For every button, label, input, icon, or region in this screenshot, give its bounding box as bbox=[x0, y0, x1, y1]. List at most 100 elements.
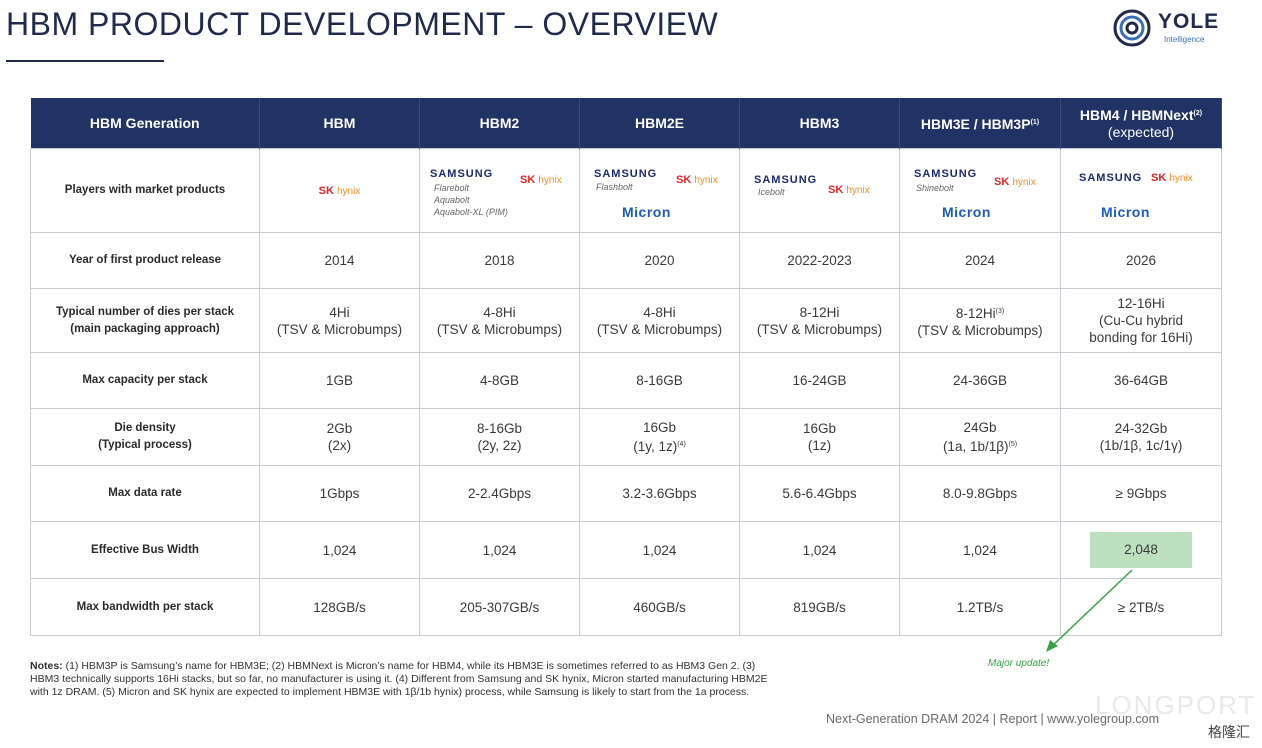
footnotes: Notes: (1) HBM3P is Samsung’s name for H… bbox=[30, 660, 780, 699]
row-label: Max capacity per stack bbox=[30, 352, 260, 409]
column-header: HBM2E bbox=[579, 98, 740, 149]
players-hbm3: SAMSUNG SK hynix Icebolt bbox=[739, 148, 900, 233]
footer-text: Next-Generation DRAM 2024 | Report | www… bbox=[826, 712, 1160, 726]
table-cell: 8-16GB bbox=[579, 352, 740, 409]
table-cell: 36-64GB bbox=[1060, 352, 1222, 409]
table-row: Typical number of dies per stack (main pa… bbox=[30, 288, 1222, 353]
table-row: Players with market products SK hynix SA… bbox=[30, 148, 1222, 233]
hbm-overview-table: HBM Generation HBM HBM2 HBM2E HBM3 HBM3E… bbox=[30, 98, 1222, 636]
yole-logo-mark-icon bbox=[1113, 9, 1151, 47]
samsung-logo: SAMSUNG bbox=[430, 167, 494, 180]
table-header-row: HBM Generation HBM HBM2 HBM2E HBM3 HBM3E… bbox=[30, 98, 1222, 149]
column-header: HBM Generation bbox=[30, 98, 260, 149]
highlighted-value: 2,048 bbox=[1090, 532, 1192, 568]
column-header: HBM bbox=[259, 98, 420, 149]
samsung-logo: SAMSUNG bbox=[914, 167, 978, 180]
table-cell: 819GB/s bbox=[739, 578, 900, 636]
notes-text: (1) HBM3P is Samsung’s name for HBM3E; (… bbox=[30, 660, 768, 698]
table-row: Max data rate 1Gbps 2-2.4Gbps 3.2-3.6Gbp… bbox=[30, 465, 1222, 522]
watermark-corner: 格隆汇 bbox=[1208, 724, 1250, 740]
yole-logo: YOLE Intelligence bbox=[1112, 8, 1232, 50]
row-label: Max bandwidth per stack bbox=[30, 578, 260, 636]
table-cell: 2022-2023 bbox=[739, 232, 900, 289]
row-label: Die density (Typical process) bbox=[30, 408, 260, 466]
players-hbm4: SAMSUNG SK hynix Micron bbox=[1060, 148, 1222, 233]
table-cell: 2020 bbox=[579, 232, 740, 289]
table-row: Max bandwidth per stack 128GB/s 205-307G… bbox=[30, 578, 1222, 636]
players-hbm2: SAMSUNG SK hynix Flarebolt Aquabolt Aqua… bbox=[419, 148, 580, 233]
table-cell: 8-12Hi (TSV & Microbumps) bbox=[739, 288, 900, 353]
table-cell: 2Gb (2x) bbox=[259, 408, 420, 466]
sk-hynix-logo: SK hynix bbox=[1151, 171, 1193, 184]
sk-hynix-logo: SK hynix bbox=[676, 173, 718, 186]
table-cell: 24-36GB bbox=[899, 352, 1061, 409]
product-name: Shinebolt bbox=[916, 182, 954, 193]
table-cell: 16-24GB bbox=[739, 352, 900, 409]
sk-hynix-logo: SK hynix bbox=[520, 173, 562, 186]
row-label: Typical number of dies per stack (main pa… bbox=[30, 288, 260, 353]
page-title: HBM PRODUCT DEVELOPMENT – OVERVIEW bbox=[6, 6, 719, 42]
table-row: Effective Bus Width 1,024 1,024 1,024 1,… bbox=[30, 521, 1222, 579]
product-name: Icebolt bbox=[758, 186, 785, 197]
row-label: Year of first product release bbox=[30, 232, 260, 289]
update-arrow-icon bbox=[1046, 569, 1133, 652]
players-hbm3e: SAMSUNG SK hynix Shinebolt Micron bbox=[899, 148, 1061, 233]
table-cell: 24Gb (1a, 1b/1β)(5) bbox=[899, 408, 1061, 466]
table-cell: 8.0-9.8Gbps bbox=[899, 465, 1061, 522]
table-cell: 16Gb (1z) bbox=[739, 408, 900, 466]
samsung-logo: SAMSUNG bbox=[754, 173, 818, 186]
table-cell: 16Gb (1y, 1z)(4) bbox=[579, 408, 740, 466]
column-header: HBM2 bbox=[419, 98, 580, 149]
product-name: Flashbolt bbox=[596, 181, 633, 192]
table-cell: 1Gbps bbox=[259, 465, 420, 522]
product-name: Aquabolt-XL (PIM) bbox=[434, 206, 508, 217]
micron-logo: Micron bbox=[942, 203, 991, 220]
micron-logo: Micron bbox=[622, 203, 671, 220]
table-cell: 24-32Gb (1b/1β, 1c/1γ) bbox=[1060, 408, 1222, 466]
table-cell: 2014 bbox=[259, 232, 420, 289]
table-cell: 12-16Hi (Cu-Cu hybrid bonding for 16Hi) bbox=[1060, 288, 1222, 353]
players-hbm2e: SAMSUNG SK hynix Flashbolt Micron bbox=[579, 148, 740, 233]
table-row: Max capacity per stack 1GB 4-8GB 8-16GB … bbox=[30, 352, 1222, 409]
notes-lead: Notes: bbox=[30, 660, 63, 672]
table-cell: ≥ 9Gbps bbox=[1060, 465, 1222, 522]
players-hbm: SK hynix bbox=[259, 148, 420, 233]
column-header: HBM3E / HBM3P(1) bbox=[899, 98, 1061, 149]
yole-logo-sub: Intelligence bbox=[1164, 35, 1205, 44]
table-cell: 2026 bbox=[1060, 232, 1222, 289]
table-cell: 3.2-3.6Gbps bbox=[579, 465, 740, 522]
table-cell: 128GB/s bbox=[259, 578, 420, 636]
product-name: Aquabolt bbox=[434, 194, 470, 205]
table-cell: 4-8Hi (TSV & Microbumps) bbox=[419, 288, 580, 353]
table-cell: 2024 bbox=[899, 232, 1061, 289]
row-label: Max data rate bbox=[30, 465, 260, 522]
table-cell: 4-8GB bbox=[419, 352, 580, 409]
sk-hynix-logo: SK hynix bbox=[318, 185, 361, 197]
samsung-logo: SAMSUNG bbox=[594, 167, 658, 180]
row-label: Players with market products bbox=[30, 148, 260, 233]
title-underline bbox=[6, 60, 164, 62]
table-cell: 2,048 bbox=[1060, 521, 1222, 579]
table-cell: 4Hi (TSV & Microbumps) bbox=[259, 288, 420, 353]
table-cell: 1,024 bbox=[739, 521, 900, 579]
column-header: HBM4 / HBMNext(2) (expected) bbox=[1060, 98, 1222, 149]
sk-hynix-logo: SK hynix bbox=[828, 183, 870, 196]
table-row: Die density (Typical process) 2Gb (2x) 8-1… bbox=[30, 408, 1222, 466]
table-cell: 1,024 bbox=[579, 521, 740, 579]
table-cell: 8-12Hi(3) (TSV & Microbumps) bbox=[899, 288, 1061, 353]
table-cell: 1,024 bbox=[419, 521, 580, 579]
table-cell: 205-307GB/s bbox=[419, 578, 580, 636]
watermark: LONGPORT bbox=[1095, 690, 1257, 720]
row-label: Effective Bus Width bbox=[30, 521, 260, 579]
table-cell: 1,024 bbox=[259, 521, 420, 579]
table-cell: 5.6-6.4Gbps bbox=[739, 465, 900, 522]
table-cell: 1.2TB/s bbox=[899, 578, 1061, 636]
table-cell: 1,024 bbox=[899, 521, 1061, 579]
major-update-annotation: Major update! bbox=[988, 658, 1050, 669]
micron-logo: Micron bbox=[1101, 203, 1150, 220]
table-cell: 1GB bbox=[259, 352, 420, 409]
table-cell: 2018 bbox=[419, 232, 580, 289]
product-name: Flarebolt bbox=[434, 182, 470, 193]
samsung-logo: SAMSUNG bbox=[1079, 171, 1143, 184]
table-cell: 4-8Hi (TSV & Microbumps) bbox=[579, 288, 740, 353]
